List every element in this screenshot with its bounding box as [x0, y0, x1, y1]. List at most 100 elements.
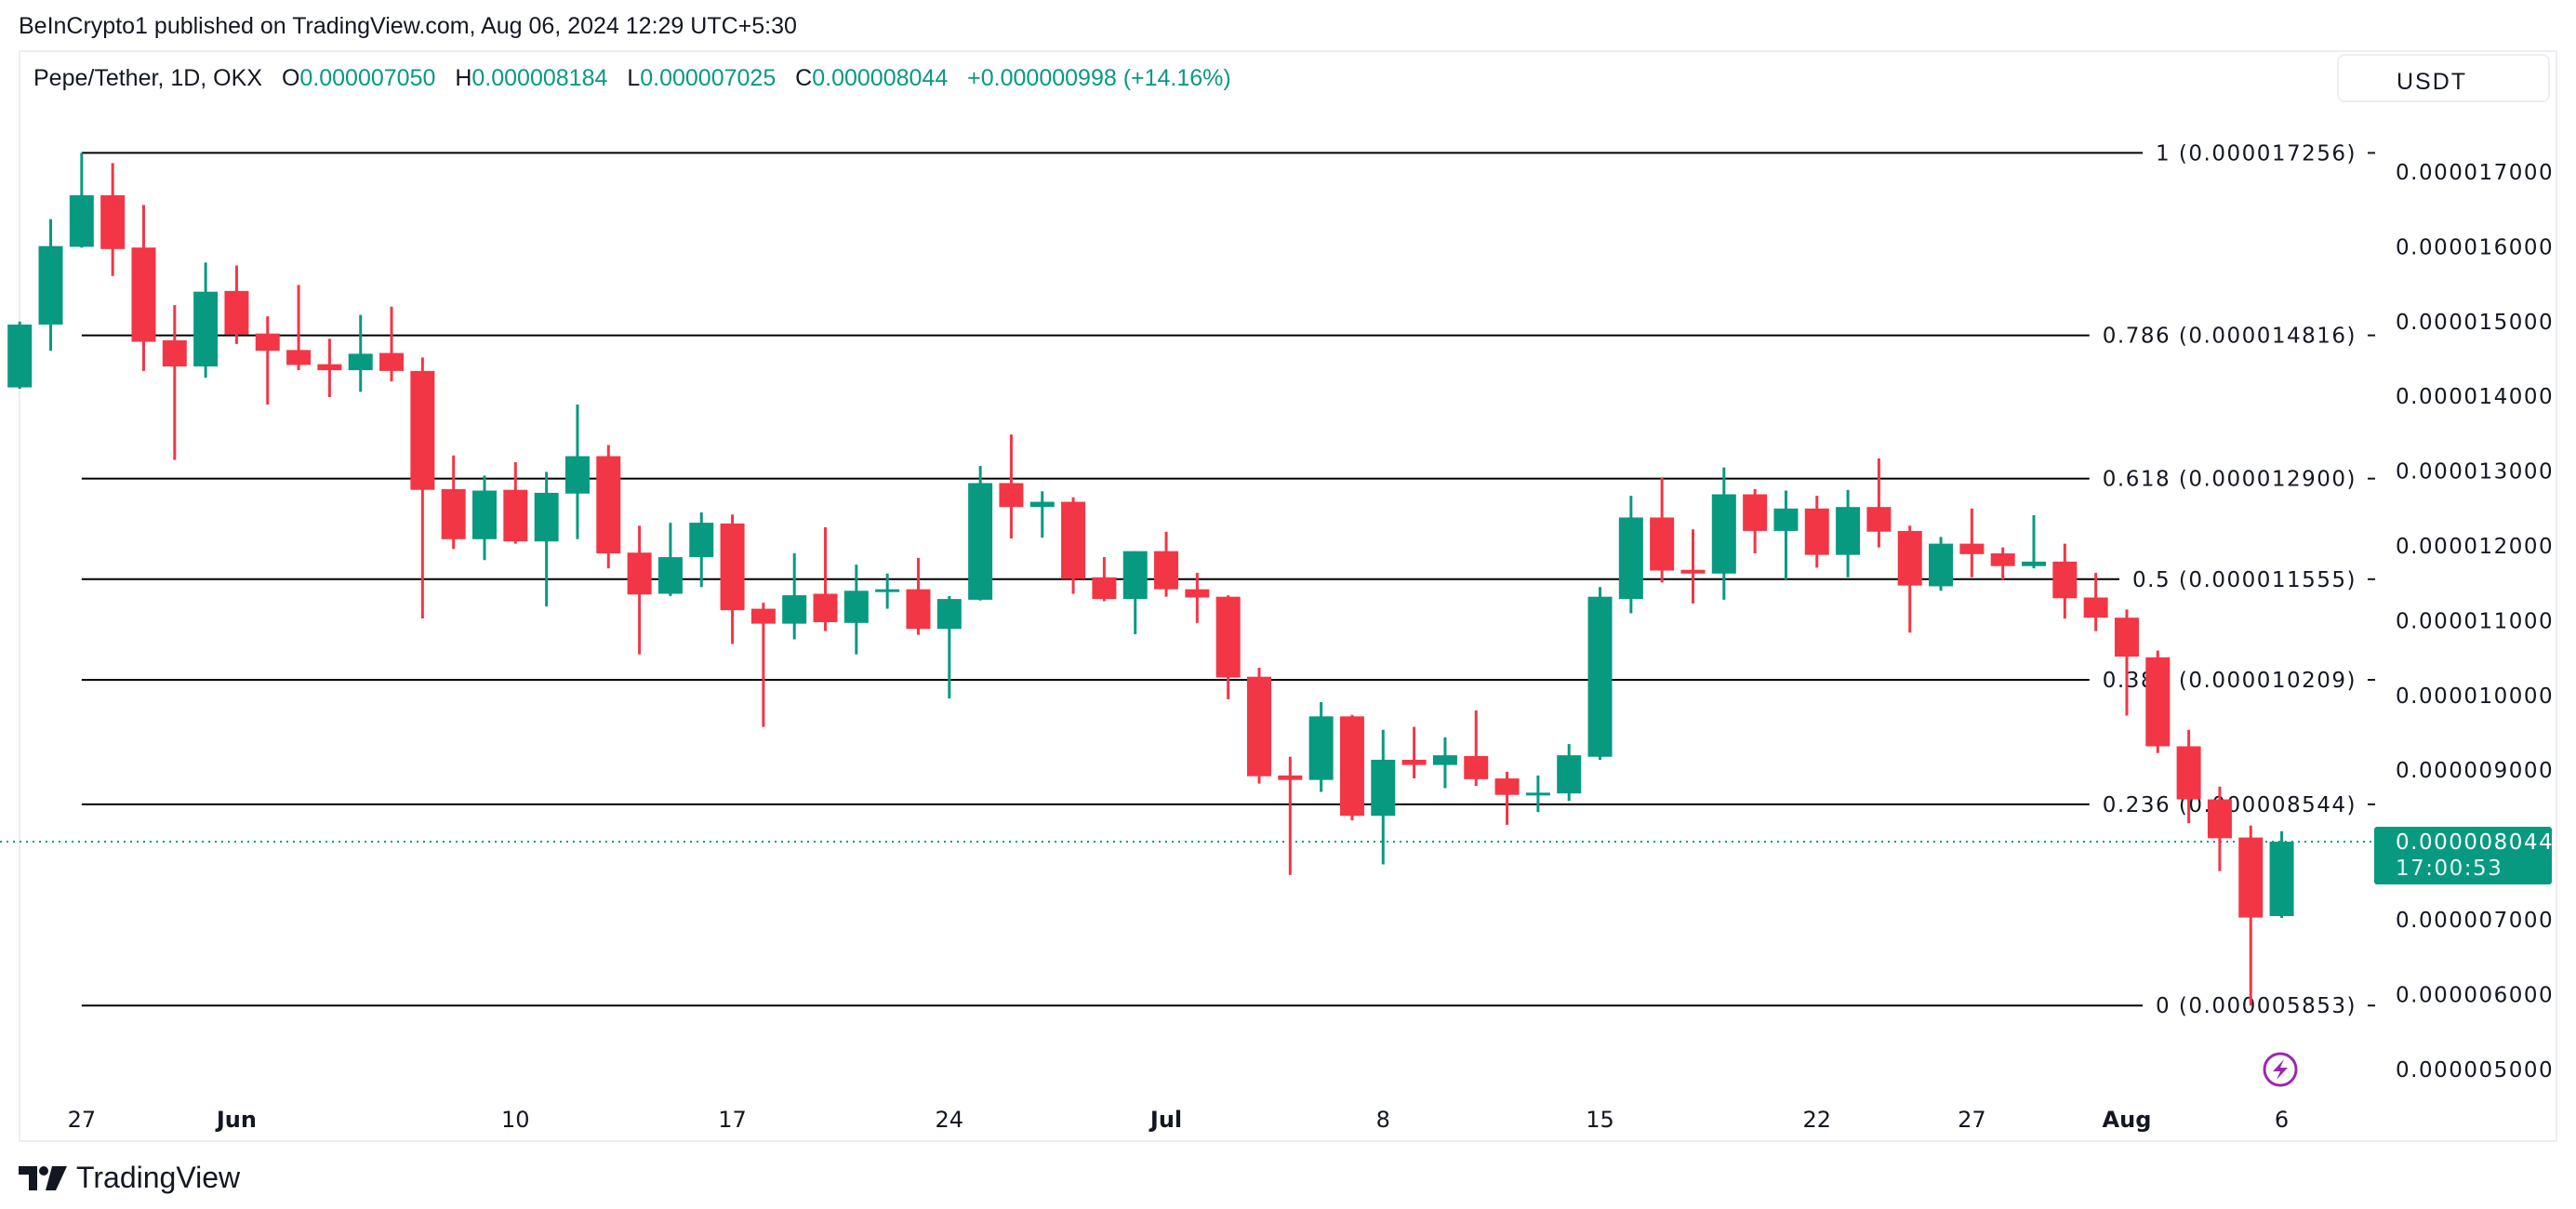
- candle: [2114, 609, 2139, 716]
- price-tick-label: 0.000005000: [2396, 1058, 2554, 1083]
- candle-body: [2145, 657, 2171, 747]
- candle: [503, 461, 528, 544]
- candle-body: [1215, 596, 1241, 678]
- price-tick-label: 0.000014000: [2396, 385, 2554, 409]
- candle: [348, 314, 373, 392]
- candle: [1618, 496, 1643, 614]
- candle: [317, 339, 342, 398]
- symbol-title[interactable]: Pepe/Tether, 1D, OKX: [33, 65, 262, 91]
- fib-level-label: 0.382 (0.000010209): [2103, 669, 2357, 693]
- candle-body: [627, 552, 652, 595]
- candle-body: [2022, 561, 2046, 566]
- candle: [224, 265, 249, 344]
- candle-body: [1464, 755, 1489, 779]
- candle: [1029, 491, 1055, 538]
- candle: [813, 526, 838, 631]
- candle-body: [1866, 507, 1892, 532]
- candle-body: [875, 589, 900, 592]
- candle-body: [379, 352, 405, 371]
- fib-retracement[interactable]: 1 (0.000017256) 0.786 (0.000014816) 0.618 …: [81, 141, 2375, 1018]
- candle-body: [1278, 775, 1303, 780]
- candle: [1371, 729, 1396, 865]
- candle: [1866, 458, 1892, 548]
- candle-body: [2269, 842, 2294, 916]
- alert-lightning-icon[interactable]: [2263, 1052, 2298, 1087]
- fib-level-label: 1 (0.000017256): [2156, 141, 2357, 166]
- candle-body: [1494, 778, 1520, 795]
- candle: [999, 434, 1024, 538]
- price-tick-label: 0.000013000: [2396, 460, 2554, 485]
- candle: [286, 285, 312, 371]
- candle-body: [720, 523, 745, 611]
- currency-button[interactable]: USDT: [2337, 54, 2550, 102]
- price-tick-label: 0.000015000: [2396, 311, 2554, 335]
- candle-body: [2052, 561, 2078, 599]
- publish-info: BeInCrypto1 published on TradingView.com…: [19, 13, 797, 39]
- candle: [875, 573, 900, 609]
- candle: [1092, 557, 1117, 602]
- candle-body: [1029, 501, 1055, 508]
- candle: [1185, 572, 1210, 623]
- price-tick-label: 0.000009000: [2396, 759, 2554, 783]
- time-tick-label: Jul: [1149, 1107, 1182, 1133]
- time-axis[interactable]: 27 Jun 10 17 24 Jul 8 15 22 27 Aug 6: [68, 1107, 2290, 1133]
- time-tick-label: Jun: [215, 1107, 257, 1133]
- candle-body: [1185, 589, 1210, 598]
- candle-body: [1061, 501, 1086, 579]
- candle-body: [1773, 508, 1799, 531]
- candle: [1836, 489, 1861, 578]
- candle: [1154, 531, 1179, 597]
- high-label: H: [455, 65, 472, 91]
- candle: [906, 557, 931, 635]
- time-tick-label: 15: [1586, 1107, 1614, 1133]
- candle-body: [472, 490, 497, 539]
- candle-body: [1154, 551, 1179, 590]
- price-axis[interactable]: 0.000017000 0.000016000 0.000015000 0.00001…: [2374, 161, 2554, 1083]
- candle: [2238, 825, 2264, 1006]
- candle: [782, 553, 807, 640]
- candle: [750, 603, 776, 727]
- candle-body: [348, 353, 373, 371]
- candle-body: [1990, 553, 2015, 566]
- time-tick-label: 24: [936, 1107, 964, 1133]
- tradingview-logo[interactable]: TradingView: [19, 1161, 240, 1195]
- price-tick-label: 0.000016000: [2396, 235, 2554, 259]
- candle-body: [1711, 494, 1736, 574]
- candle: [2269, 830, 2294, 918]
- candle: [1247, 668, 1271, 784]
- candle: [100, 163, 126, 276]
- time-tick-label: 6: [2275, 1107, 2289, 1133]
- change-value: +0.000000998 (+14.16%): [967, 65, 1231, 91]
- candle-body: [1308, 716, 1334, 780]
- candle-body: [1836, 507, 1861, 555]
- candle: [255, 316, 280, 405]
- candle-body: [1122, 551, 1148, 600]
- candle: [2145, 650, 2171, 753]
- candle-body: [689, 523, 714, 558]
- candle: [2022, 515, 2046, 569]
- candle-body: [38, 246, 63, 326]
- candle: [410, 357, 435, 618]
- price-tick-label: 0.000017000: [2396, 161, 2554, 185]
- fib-level-label: 0.5 (0.000011555): [2132, 568, 2357, 592]
- candle: [1464, 710, 1489, 787]
- close-value: 0.000008044: [812, 65, 949, 91]
- time-tick-label: Aug: [2103, 1107, 2152, 1133]
- candle: [1122, 551, 1148, 634]
- candle-body: [2207, 799, 2232, 839]
- candle-body: [1929, 543, 1954, 587]
- candle-body: [317, 364, 342, 371]
- high-value: 0.000008184: [471, 65, 608, 91]
- candle-body: [936, 599, 962, 630]
- candle: [441, 455, 466, 550]
- candle: [1432, 737, 1457, 789]
- fib-level-label: 0 (0.000005853): [2156, 994, 2357, 1018]
- candle: [1061, 497, 1086, 594]
- candle-body: [1092, 577, 1117, 600]
- candle: [1215, 595, 1241, 699]
- candle-body: [968, 483, 993, 600]
- candle: [1494, 771, 1520, 825]
- candle: [1339, 714, 1364, 821]
- candle: [1557, 744, 1582, 802]
